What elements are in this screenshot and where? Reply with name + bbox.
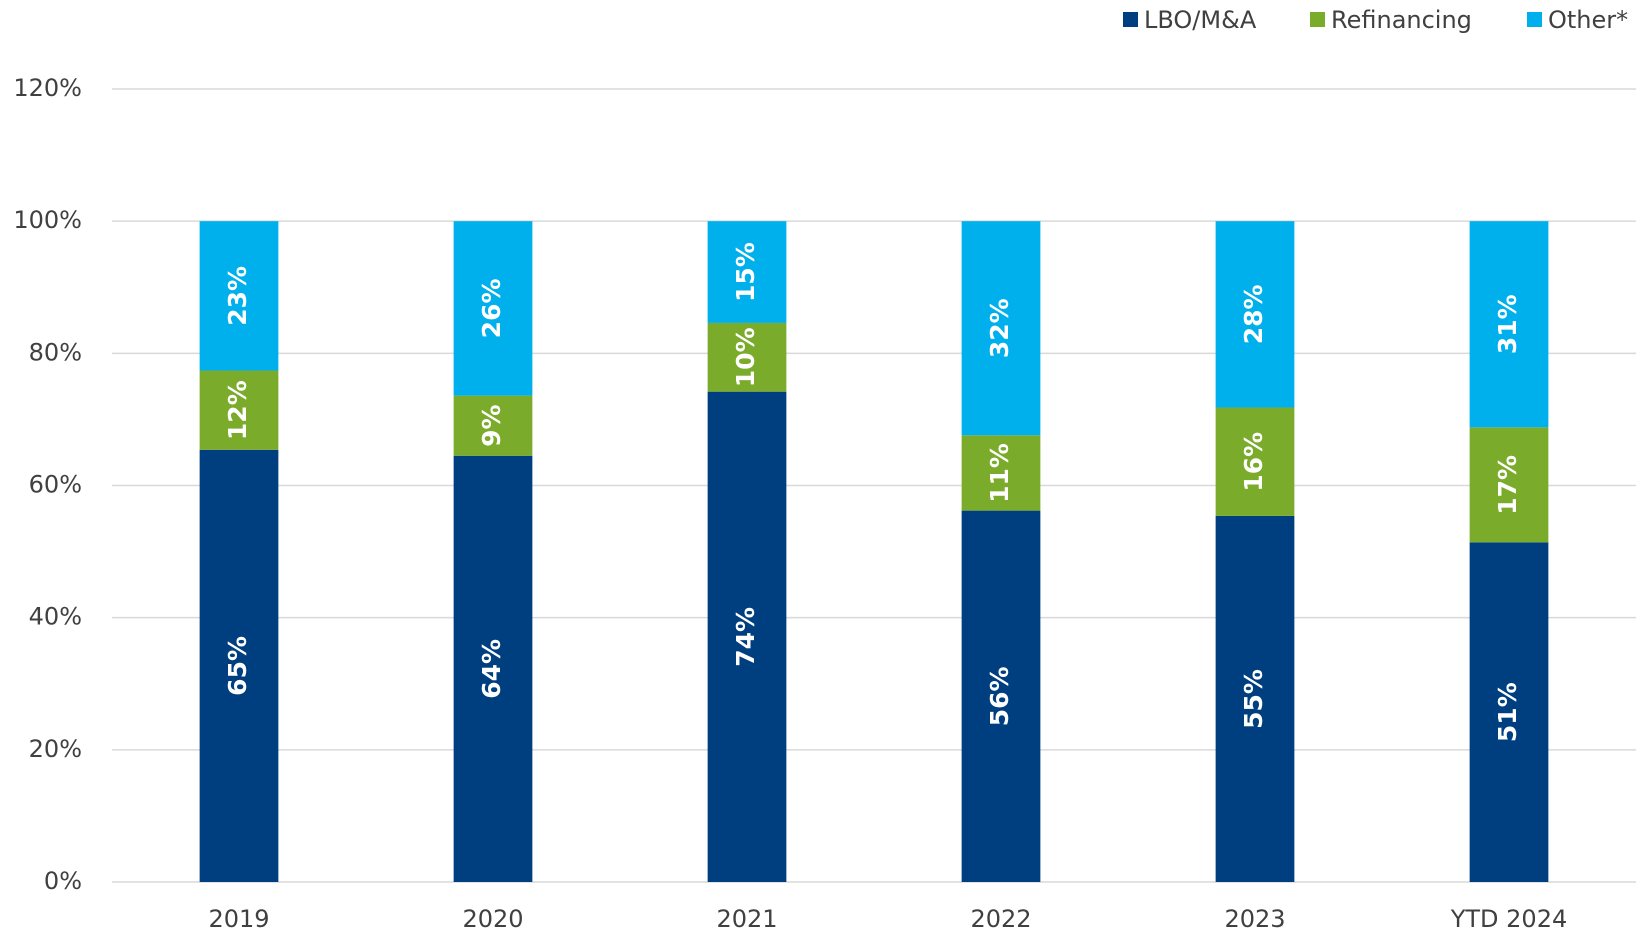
data-label: 16% [1239, 432, 1268, 492]
x-tick-label: 2020 [462, 905, 523, 930]
bar-segment [453, 221, 533, 396]
data-label: 64% [477, 639, 506, 699]
y-tick-label: 60% [29, 471, 82, 499]
bar-segment [707, 221, 787, 323]
data-label: 12% [223, 380, 252, 440]
y-tick-label: 20% [29, 735, 82, 763]
data-label: 11% [985, 443, 1014, 503]
legend-label: Other* [1548, 6, 1628, 34]
bar-segment [1469, 221, 1549, 428]
bar-segment [1215, 515, 1295, 882]
bar-segment [961, 435, 1041, 511]
x-tick-label: YTD 2024 [1450, 905, 1568, 930]
data-label: 65% [223, 636, 252, 696]
data-label: 17% [1493, 455, 1522, 515]
legend-swatch [1527, 12, 1542, 27]
bar-segment [961, 510, 1041, 882]
data-label: 15% [731, 242, 760, 302]
bar-segment [707, 391, 787, 882]
data-label: 10% [731, 327, 760, 387]
legend-swatch [1123, 12, 1138, 27]
x-tick-label: 2022 [970, 905, 1031, 930]
y-tick-label: 0% [44, 867, 82, 895]
data-label: 55% [1239, 669, 1268, 729]
y-tick-label: 100% [13, 206, 82, 234]
bar-segment [1469, 542, 1549, 882]
data-label: 31% [1493, 294, 1522, 354]
y-tick-label: 40% [29, 603, 82, 631]
bar-segment [1469, 427, 1549, 543]
bar-segment [1215, 221, 1295, 408]
data-label: 23% [223, 266, 252, 326]
legend-label: LBO/M&A [1144, 6, 1257, 34]
bar-segment [707, 322, 787, 392]
bar-segment [453, 395, 533, 456]
bar-segment [1215, 407, 1295, 516]
x-tick-label: 2023 [1224, 905, 1285, 930]
bar-segment [199, 370, 279, 450]
y-tick-label: 80% [29, 338, 82, 366]
bar-segment [199, 221, 279, 371]
data-label: 56% [985, 666, 1014, 726]
x-tick-label: 2021 [716, 905, 777, 930]
data-label: 32% [985, 298, 1014, 358]
data-label: 26% [477, 278, 506, 338]
bar-segment [961, 221, 1041, 436]
data-label: 9% [477, 404, 506, 446]
bar-segment [199, 449, 279, 882]
y-tick-label: 120% [13, 74, 82, 102]
legend-swatch [1310, 12, 1325, 27]
data-label: 74% [731, 607, 760, 667]
data-label: 51% [1493, 682, 1522, 742]
bar-segment [453, 455, 533, 882]
x-tick-label: 2019 [208, 905, 269, 930]
legend-label: Refinancing [1331, 6, 1472, 34]
data-label: 28% [1239, 284, 1268, 344]
